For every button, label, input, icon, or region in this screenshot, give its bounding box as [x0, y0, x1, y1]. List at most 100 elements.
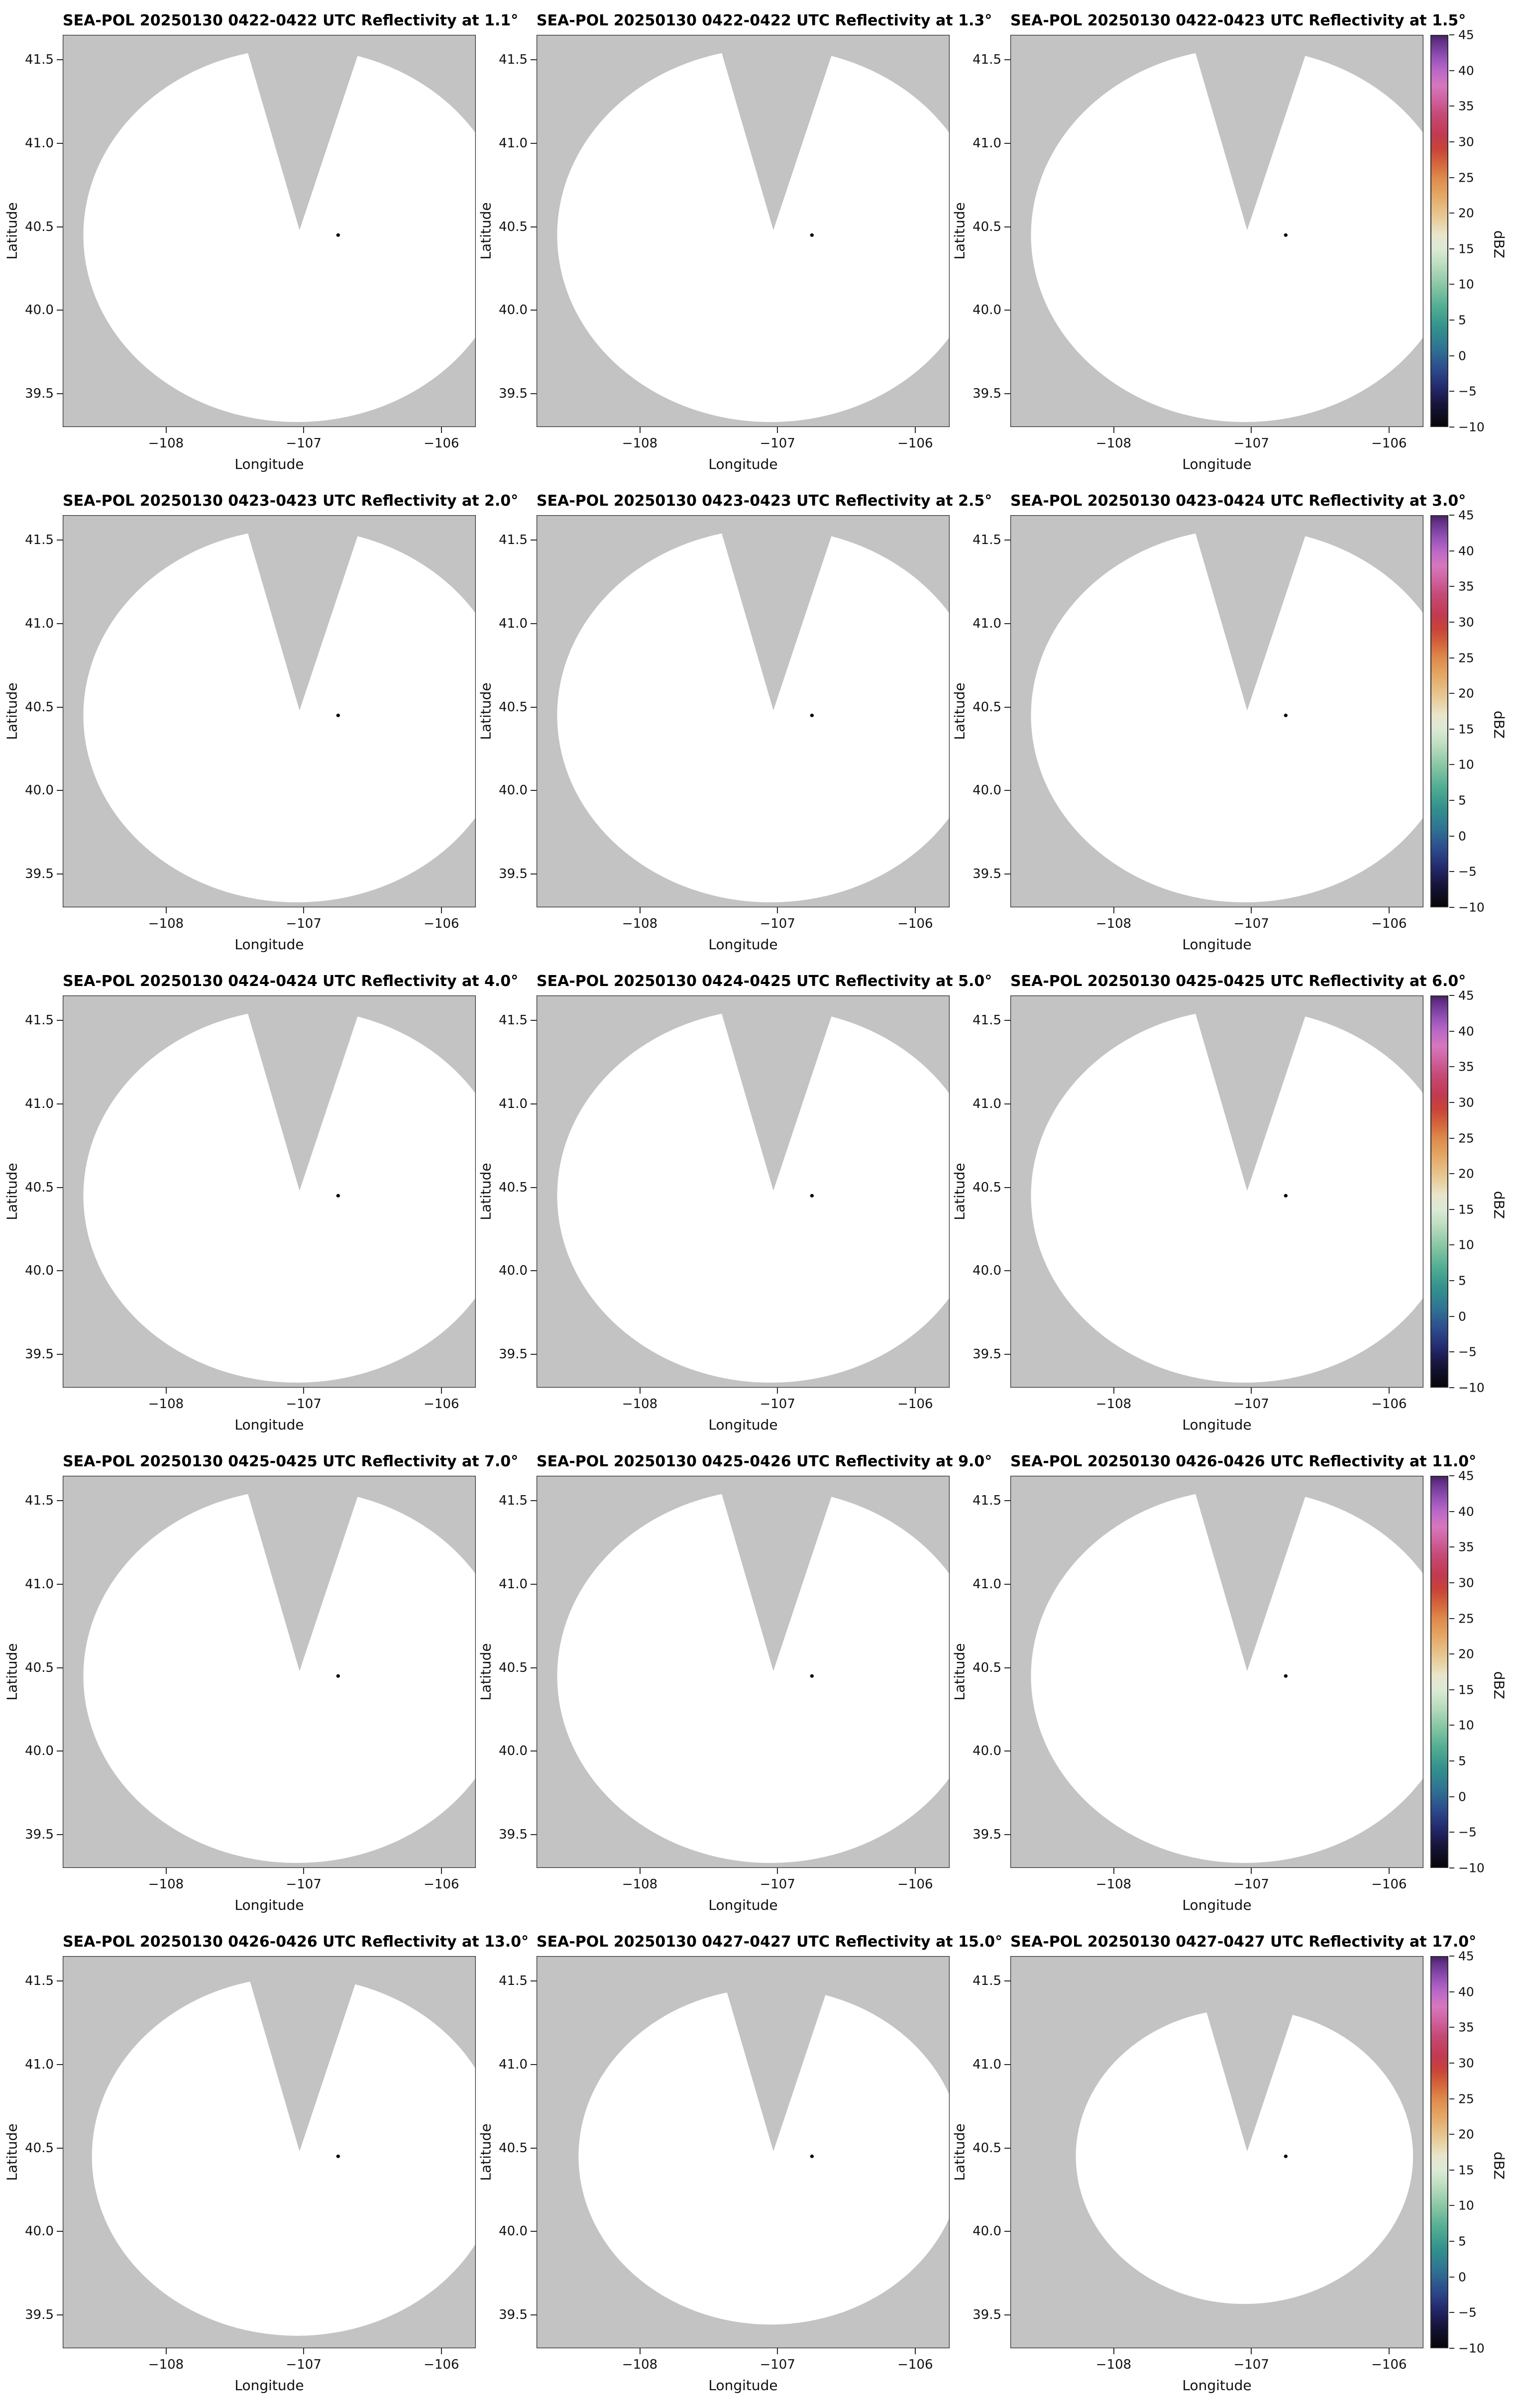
- plot-area: Longitude Latitude −108 −107 −106 39.5 40.0 4…: [4, 515, 476, 953]
- y-tick-mark: [1004, 1980, 1010, 1982]
- x-tick-mark: [1251, 2348, 1252, 2354]
- y-tick-mark: [531, 790, 537, 791]
- colorbar-tick-mark: [1449, 1173, 1454, 1175]
- x-tick-mark: [440, 1868, 442, 1874]
- colorbar-tick-mark: [1449, 1244, 1454, 1246]
- panel-row: SEA-POL 20250130 0425-0425 UTC Reflectiv…: [2, 1445, 1517, 1925]
- colorbar-tick-label: 45: [1458, 1949, 1474, 1964]
- y-tick-mark: [1004, 1020, 1010, 1021]
- colorbar-tick-mark: [1449, 70, 1454, 71]
- y-tick-label: 40.0: [973, 303, 1001, 318]
- colorbar-tick-mark: [1449, 995, 1454, 996]
- x-tick-mark: [165, 427, 167, 433]
- y-tick-label: 41.5: [499, 52, 528, 68]
- x-tick-mark: [777, 427, 778, 433]
- panel-title: SEA-POL 20250130 0423-0423 UTC Reflectiv…: [63, 492, 519, 510]
- y-tick-label: 41.0: [25, 2057, 54, 2072]
- colorbar: 45 40 35 30 25 20 15 10 5 0 −5 −10 dBZ: [1423, 4, 1516, 484]
- y-tick-label: 40.5: [973, 699, 1001, 715]
- y-tick-mark: [531, 873, 537, 875]
- coverage-area: [557, 48, 950, 422]
- x-tick-label: −107: [1233, 436, 1269, 451]
- colorbar-tick-mark: [1449, 2169, 1454, 2171]
- colorbar-tick-label: −5: [1458, 1344, 1477, 1359]
- radar-map: [63, 995, 476, 1388]
- radar-site-marker: [1284, 1674, 1288, 1678]
- x-tick-mark: [1388, 1868, 1390, 1874]
- y-tick-label: 39.5: [25, 386, 54, 401]
- coverage-area: [1031, 1008, 1423, 1383]
- colorbar-tick-mark: [1449, 657, 1454, 658]
- radar-map: [1010, 35, 1423, 427]
- x-axis-label: Longitude: [234, 1897, 304, 1913]
- panel-title: SEA-POL 20250130 0426-0426 UTC Reflectiv…: [1010, 1453, 1477, 1470]
- colorbar-gradient: [1430, 35, 1448, 427]
- colorbar-tick-label: 30: [1458, 1095, 1474, 1110]
- radar-panel: SEA-POL 20250130 0427-0427 UTC Reflectiv…: [476, 1925, 1003, 2406]
- x-axis-label: Longitude: [708, 2377, 778, 2394]
- coverage-area: [83, 48, 476, 422]
- radar-panel: SEA-POL 20250130 0424-0425 UTC Reflectiv…: [476, 965, 992, 1445]
- y-tick-mark: [57, 393, 63, 394]
- y-tick-label: 40.0: [499, 1263, 528, 1279]
- panel-row: SEA-POL 20250130 0426-0426 UTC Reflectiv…: [2, 1925, 1517, 2406]
- colorbar-tick-label: −5: [1458, 864, 1477, 879]
- y-tick-label: 40.5: [499, 699, 528, 715]
- panel-title: SEA-POL 20250130 0424-0424 UTC Reflectiv…: [63, 973, 519, 990]
- colorbar-tick-label: −10: [1458, 2341, 1485, 2356]
- radar-site-marker: [336, 233, 340, 237]
- y-tick-label: 41.5: [25, 1013, 54, 1028]
- colorbar-tick-mark: [1449, 1689, 1454, 1690]
- y-tick-mark: [531, 1583, 537, 1585]
- colorbar-tick-mark: [1449, 835, 1454, 837]
- y-tick-mark: [1004, 2147, 1010, 2149]
- colorbar: 45 40 35 30 25 20 15 10 5 0 −5 −10 dBZ: [1423, 965, 1516, 1445]
- y-tick-label: 39.5: [973, 866, 1001, 881]
- radar-map: [537, 35, 950, 427]
- y-tick-mark: [1004, 623, 1010, 624]
- colorbar-gradient: [1430, 1956, 1448, 2348]
- coverage-area: [578, 1988, 950, 2325]
- y-tick-mark: [531, 540, 537, 541]
- plot-area: Longitude Latitude −108 −107 −106 39.5 40.0 4…: [478, 35, 950, 472]
- x-tick-label: −106: [1371, 2357, 1407, 2372]
- y-tick-label: 40.5: [973, 1660, 1001, 1675]
- panel-title: SEA-POL 20250130 0423-0424 UTC Reflectiv…: [1010, 492, 1466, 510]
- y-tick-label: 41.5: [499, 1493, 528, 1509]
- colorbar-tick-mark: [1449, 1101, 1454, 1103]
- x-tick-label: −107: [286, 916, 322, 931]
- y-tick-mark: [531, 226, 537, 227]
- y-tick-label: 40.5: [499, 219, 528, 234]
- radar-panel: SEA-POL 20250130 0423-0424 UTC Reflectiv…: [950, 484, 1466, 965]
- radar-site-marker: [1284, 713, 1288, 717]
- y-tick-label: 41.0: [499, 616, 528, 631]
- plot-area: Longitude Latitude −108 −107 −106 39.5 40.0 4…: [4, 35, 476, 472]
- x-tick-mark: [639, 1868, 641, 1874]
- x-axis-label: Longitude: [1182, 456, 1252, 472]
- y-tick-label: 41.5: [25, 1493, 54, 1509]
- y-tick-label: 41.0: [499, 2057, 528, 2072]
- x-tick-label: −106: [424, 1877, 459, 1892]
- panel-title: SEA-POL 20250130 0423-0423 UTC Reflectiv…: [537, 492, 992, 510]
- x-tick-mark: [440, 907, 442, 913]
- panel-row: SEA-POL 20250130 0422-0422 UTC Reflectiv…: [2, 4, 1517, 484]
- colorbar-tick-label: 30: [1458, 2056, 1474, 2071]
- plot-area: Longitude Latitude −108 −107 −106 39.5 40.0 4…: [952, 1956, 1423, 2394]
- y-tick-mark: [1004, 226, 1010, 227]
- radar-map: [537, 515, 950, 907]
- colorbar-tick-label: 0: [1458, 1789, 1466, 1804]
- y-tick-label: 41.0: [973, 616, 1001, 631]
- blocked-sector: [1190, 35, 1312, 230]
- x-tick-label: −108: [148, 2357, 184, 2372]
- colorbar-tick-label: 10: [1458, 1718, 1474, 1733]
- y-tick-label: 39.5: [25, 866, 54, 881]
- x-tick-mark: [1113, 1868, 1114, 1874]
- plot-area: Longitude Latitude −108 −107 −106 39.5 40.0 4…: [952, 995, 1423, 1433]
- y-tick-label: 41.0: [25, 1096, 54, 1111]
- blocked-sector: [716, 35, 839, 230]
- x-tick-mark: [303, 1868, 305, 1874]
- y-tick-label: 39.5: [25, 1346, 54, 1362]
- colorbar-tick-mark: [1449, 1066, 1454, 1068]
- x-tick-label: −106: [1371, 436, 1407, 451]
- panel-title: SEA-POL 20250130 0424-0425 UTC Reflectiv…: [537, 973, 992, 990]
